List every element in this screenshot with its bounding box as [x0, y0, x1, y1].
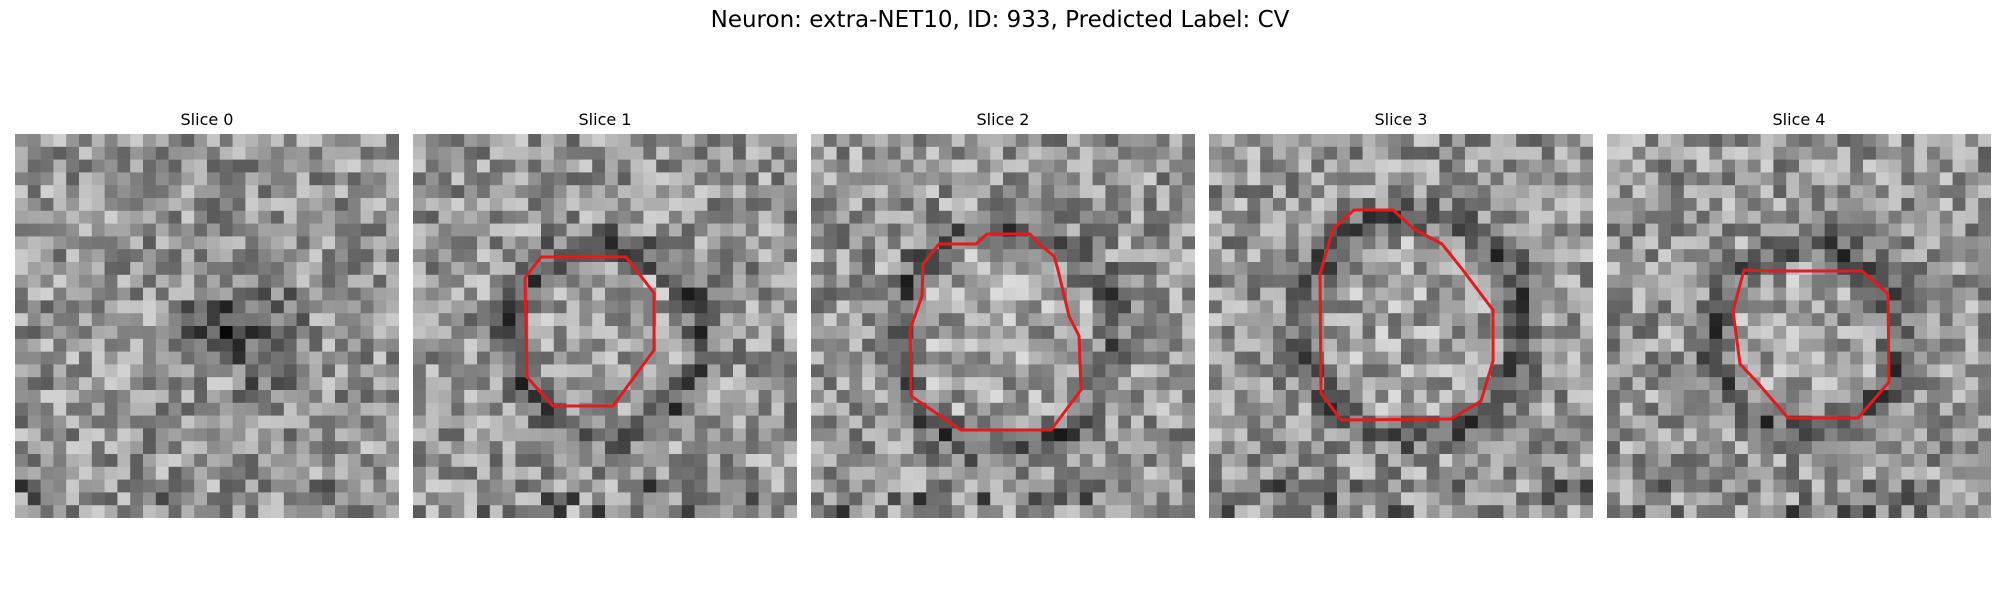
- slice-image-2: [811, 134, 1195, 518]
- slice-title: Slice 1: [578, 110, 632, 129]
- slice-panel-3: Slice 3: [1209, 110, 1593, 518]
- slice-panel-0: Slice 0: [15, 110, 399, 518]
- segmentation-outline: [908, 232, 1083, 432]
- pixel-texture: [15, 134, 399, 518]
- slice-image-4: [1607, 134, 1991, 518]
- slice-panel-4: Slice 4: [1607, 110, 1991, 518]
- pixel-texture: [1607, 134, 1991, 518]
- pixel-texture: [1209, 134, 1593, 518]
- slice-title: Slice 4: [1772, 110, 1826, 129]
- figure-title: Neuron: extra-NET10, ID: 933, Predicted …: [710, 7, 1290, 33]
- slice-image-1: [413, 134, 797, 518]
- slice-title: Slice 3: [1374, 110, 1428, 129]
- segmentation-outline: [523, 255, 656, 408]
- slice-image-0: [15, 134, 399, 518]
- slice-image-3: [1209, 134, 1593, 518]
- slice-panel-2: Slice 2: [811, 110, 1195, 518]
- segmentation-outline: [1731, 268, 1891, 420]
- pixel-texture: [413, 134, 797, 518]
- pixel-texture: [811, 134, 1195, 518]
- slice-panel-1: Slice 1: [413, 110, 797, 518]
- segmentation-outline: [1318, 208, 1495, 422]
- slice-title: Slice 0: [180, 110, 234, 129]
- slice-title: Slice 2: [976, 110, 1030, 129]
